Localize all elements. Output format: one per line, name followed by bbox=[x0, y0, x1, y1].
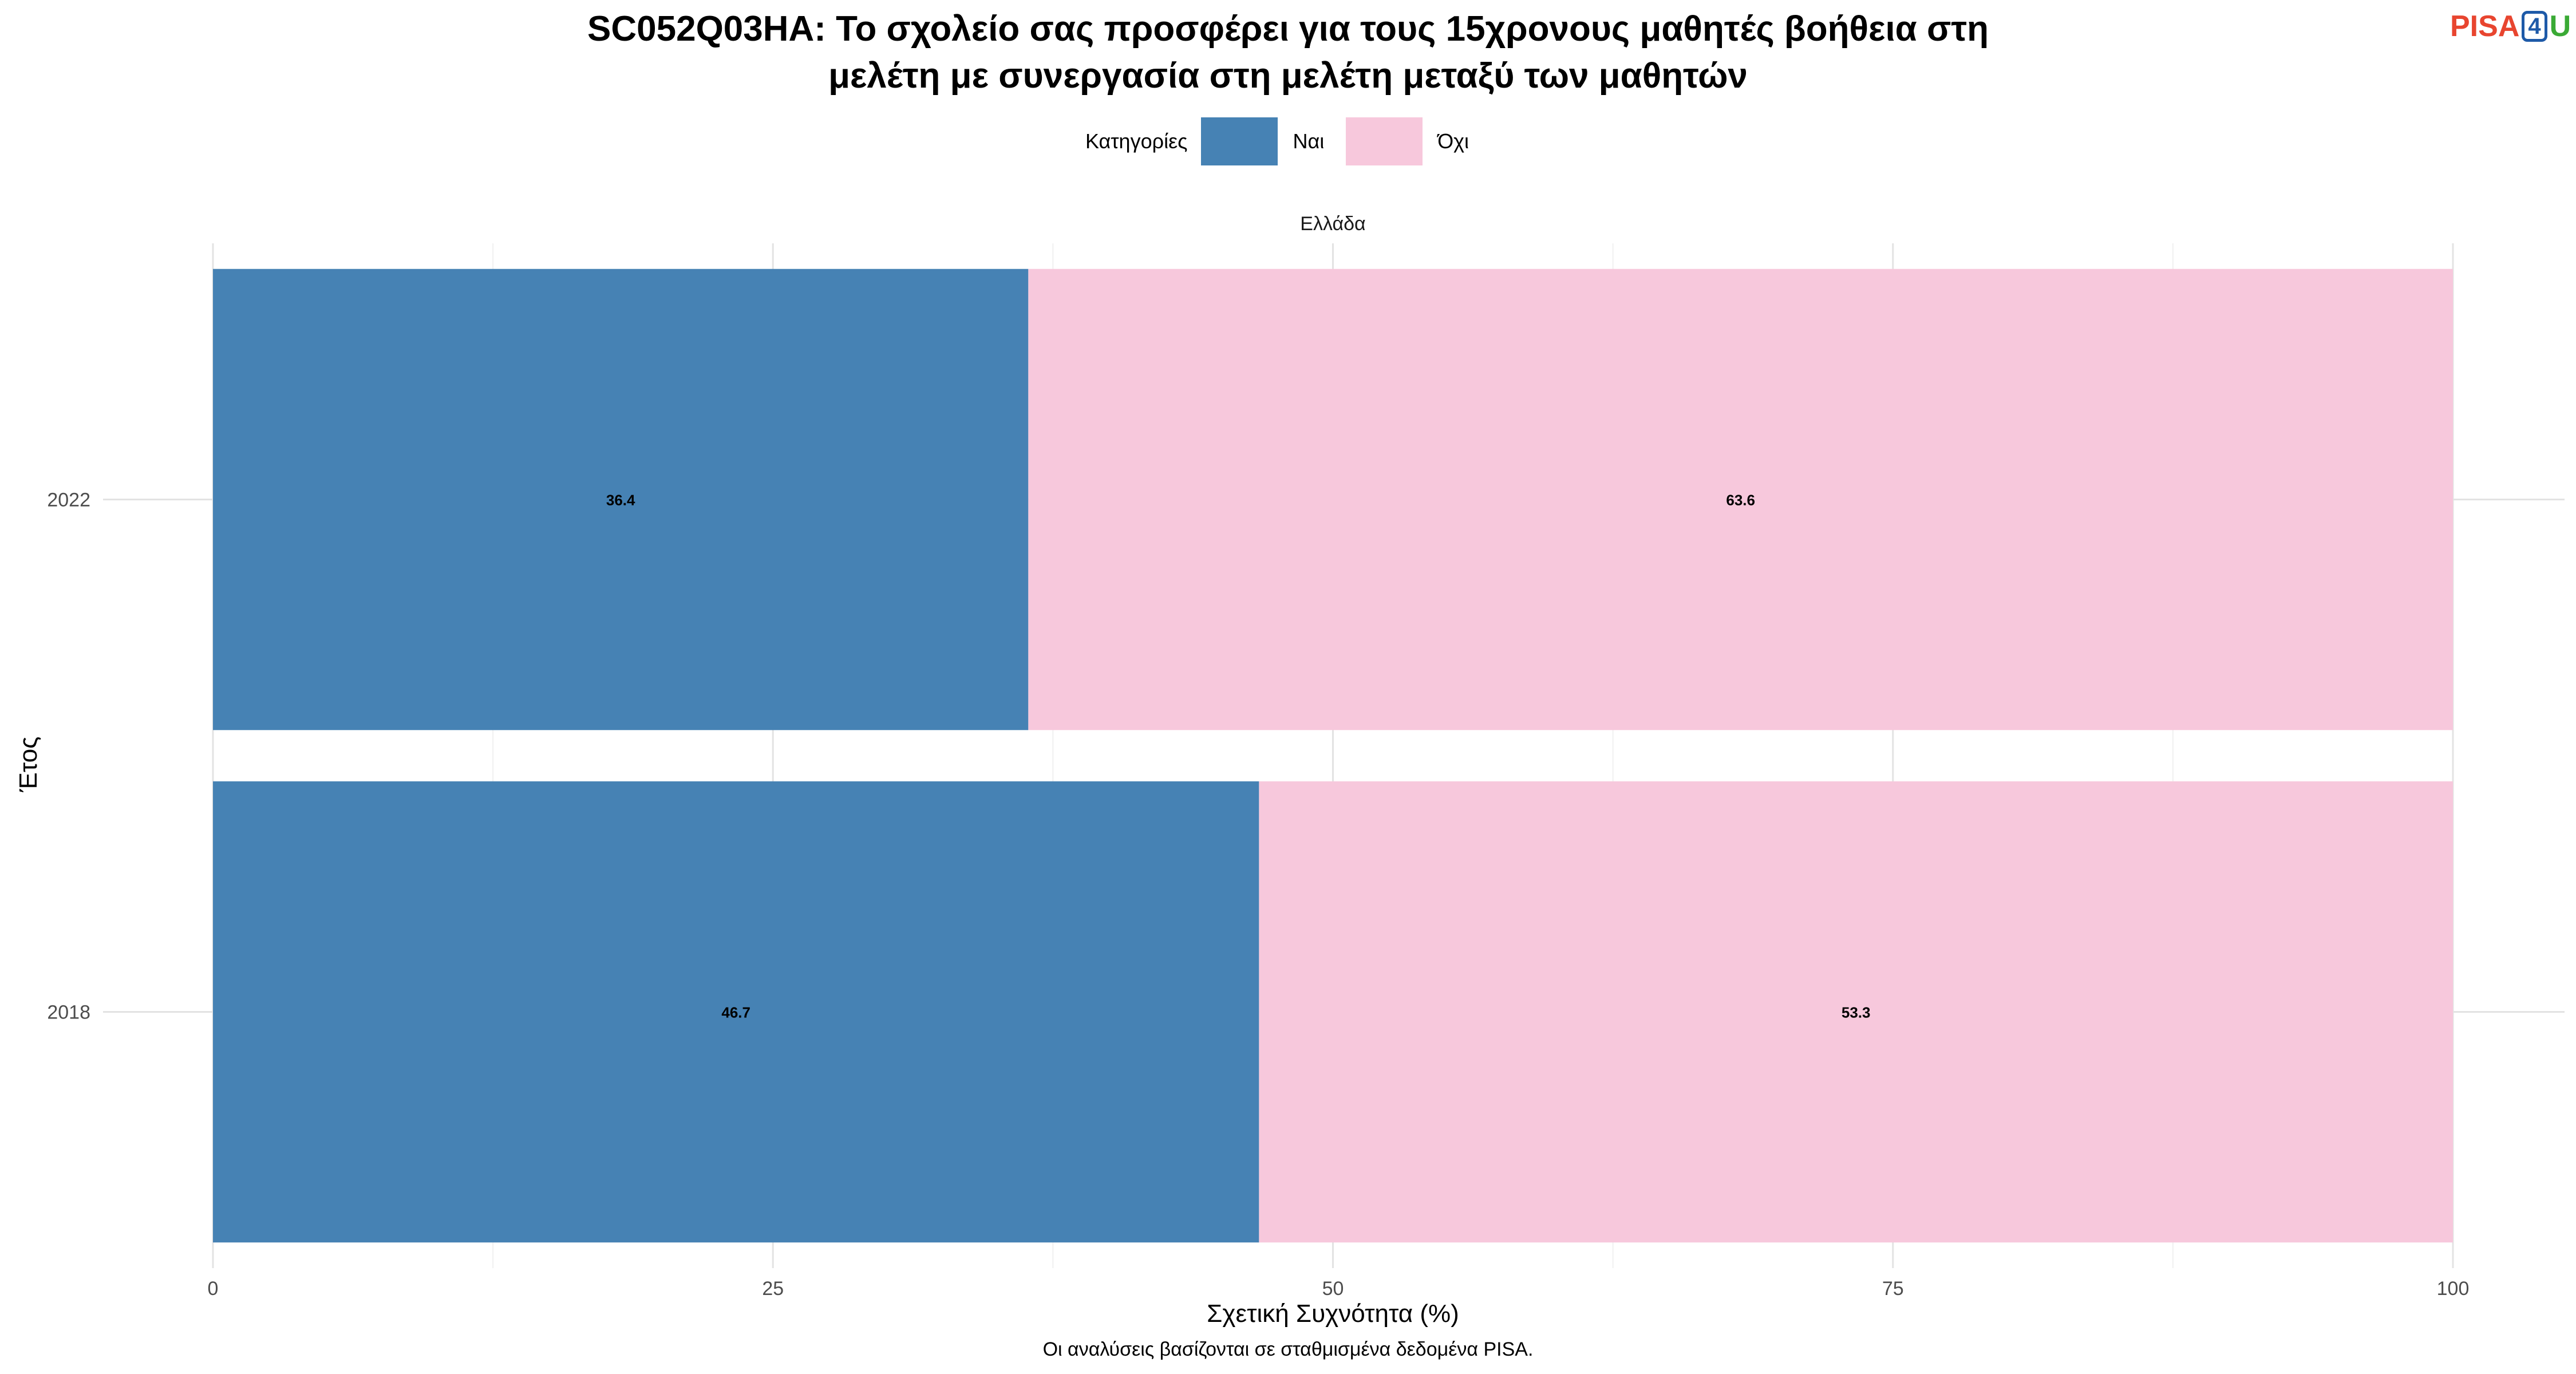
x-tick-label: 100 bbox=[2437, 1278, 2470, 1300]
bar-2022-no bbox=[1028, 269, 2453, 731]
legend-title: Κατηγορίες bbox=[1085, 129, 1188, 153]
legend-label-no: Όχι bbox=[1437, 129, 1469, 153]
x-tick-label: 0 bbox=[208, 1278, 219, 1300]
x-tick-label: 75 bbox=[1882, 1278, 1904, 1300]
legend-swatch-yes bbox=[1201, 117, 1278, 165]
y-axis-title: Έτος bbox=[14, 736, 42, 792]
y-tick-label: 2022 bbox=[47, 489, 90, 511]
chart-title-line-2: μελέτη με συνεργασία στη μελέτη μεταξύ τ… bbox=[828, 56, 1748, 96]
bar-value-label: 63.6 bbox=[1726, 492, 1755, 509]
bar-value-label: 53.3 bbox=[1842, 1004, 1871, 1021]
legend-swatch-no bbox=[1346, 117, 1423, 165]
caption: Οι αναλύσεις βασίζονται σε σταθμισμένα δ… bbox=[1042, 1339, 1534, 1360]
bar-value-label: 46.7 bbox=[721, 1004, 750, 1021]
chart-title: SC052Q03HA: Το σχολείο σας προσφέρει για… bbox=[0, 6, 2576, 100]
pisa4u-logo: PISA 4 U bbox=[2450, 10, 2571, 43]
bar-2022-yes bbox=[213, 269, 1029, 731]
bar-2018-no bbox=[1259, 781, 2453, 1243]
legend: Κατηγορίες Ναι Όχι bbox=[0, 117, 2576, 165]
x-tick-label: 25 bbox=[762, 1278, 784, 1300]
legend-label-yes: Ναι bbox=[1293, 129, 1325, 153]
x-tick-label: 50 bbox=[1322, 1278, 1344, 1300]
y-tick-label: 2018 bbox=[47, 1002, 90, 1024]
chart-title-line-1: SC052Q03HA: Το σχολείο σας προσφέρει για… bbox=[587, 9, 1989, 49]
bar-2018-yes bbox=[213, 781, 1259, 1243]
facet-label: Ελλάδα bbox=[1300, 213, 1366, 235]
x-axis-title: Σχετική Συχνότητα (%) bbox=[1207, 1300, 1459, 1328]
bar-value-label: 36.4 bbox=[606, 492, 635, 509]
